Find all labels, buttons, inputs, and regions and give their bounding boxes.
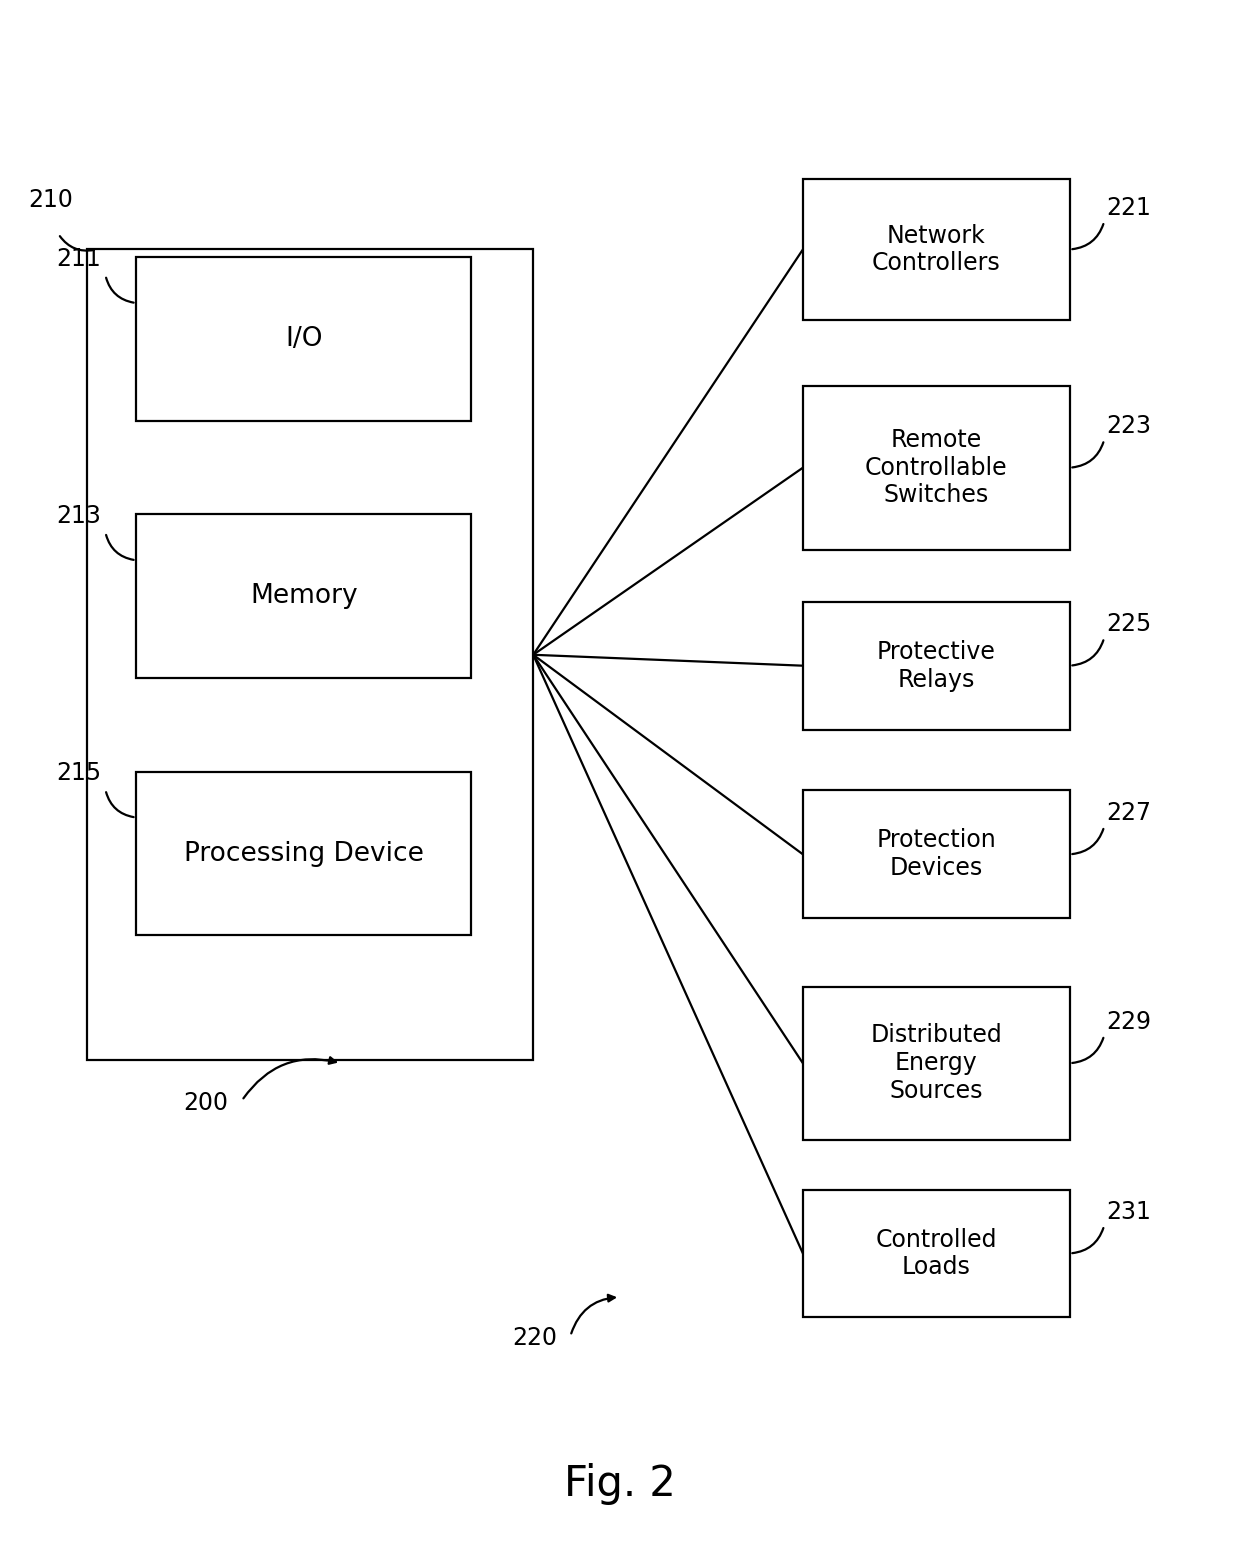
Text: I/O: I/O — [285, 326, 322, 352]
Text: 227: 227 — [1107, 801, 1152, 825]
Text: 223: 223 — [1107, 415, 1152, 438]
Text: Controlled
Loads: Controlled Loads — [875, 1227, 997, 1280]
FancyBboxPatch shape — [136, 772, 471, 935]
Text: 221: 221 — [1107, 196, 1152, 220]
Text: 211: 211 — [56, 246, 100, 271]
Text: Remote
Controllable
Switches: Remote Controllable Switches — [864, 427, 1008, 508]
Text: Protective
Relays: Protective Relays — [877, 639, 996, 692]
FancyBboxPatch shape — [804, 602, 1069, 730]
FancyBboxPatch shape — [804, 790, 1069, 918]
Text: 200: 200 — [184, 1091, 228, 1115]
Text: 210: 210 — [29, 189, 73, 212]
FancyBboxPatch shape — [804, 179, 1069, 320]
Text: Protection
Devices: Protection Devices — [877, 828, 996, 881]
Text: 220: 220 — [512, 1327, 557, 1350]
Text: Distributed
Energy
Sources: Distributed Energy Sources — [870, 1023, 1002, 1104]
FancyBboxPatch shape — [804, 987, 1069, 1140]
FancyBboxPatch shape — [136, 257, 471, 421]
FancyBboxPatch shape — [804, 1190, 1069, 1317]
Text: Memory: Memory — [250, 583, 357, 610]
FancyBboxPatch shape — [87, 249, 533, 1060]
Text: Fig. 2: Fig. 2 — [564, 1464, 676, 1504]
FancyBboxPatch shape — [136, 514, 471, 678]
Text: 231: 231 — [1107, 1200, 1152, 1224]
Text: 225: 225 — [1107, 613, 1152, 636]
Text: Network Controller: Network Controller — [166, 279, 454, 307]
FancyBboxPatch shape — [804, 387, 1069, 550]
Text: Network
Controllers: Network Controllers — [872, 223, 1001, 276]
Text: 213: 213 — [56, 504, 100, 529]
Text: 229: 229 — [1107, 1010, 1152, 1034]
Text: 215: 215 — [56, 761, 100, 786]
Text: Processing Device: Processing Device — [184, 840, 424, 867]
